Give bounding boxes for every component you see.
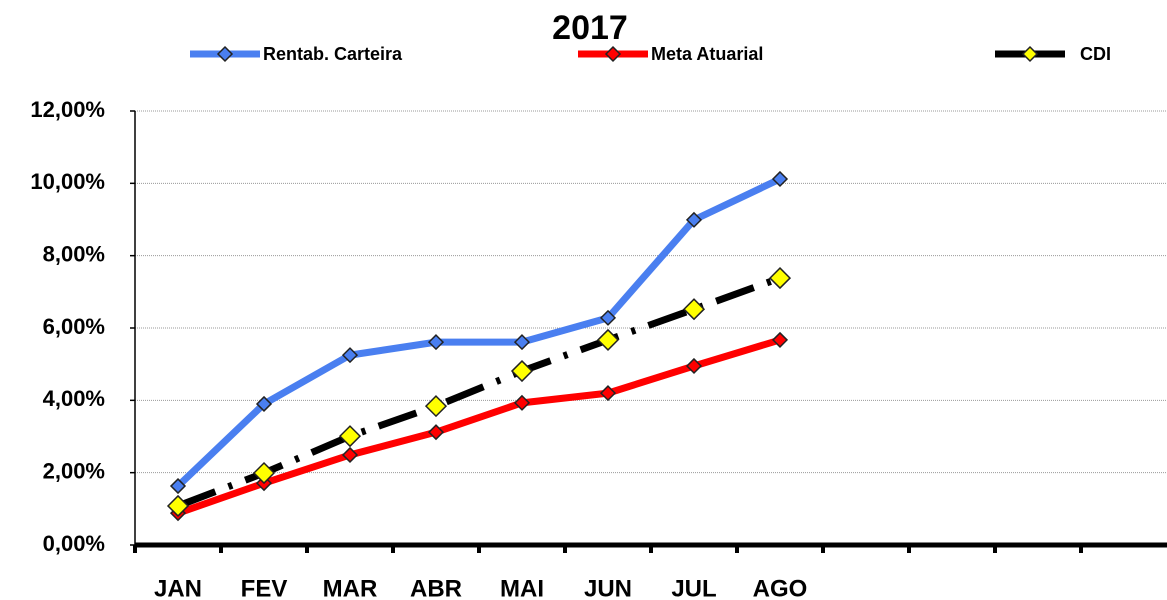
x-tick-label: AGO (753, 575, 808, 600)
data-point (510, 359, 534, 383)
data-point (596, 328, 620, 351)
legend-label: CDI (1080, 44, 1111, 64)
y-tick-label: 2,00% (43, 458, 105, 483)
series-line (176, 274, 782, 510)
data-point (338, 425, 362, 448)
legend-marker (216, 45, 234, 63)
data-point (599, 385, 617, 402)
y-tick-label: 6,00% (43, 314, 105, 339)
data-point (599, 309, 617, 326)
y-tick-label: 12,00% (30, 97, 105, 122)
x-tick-label: FEV (241, 575, 288, 600)
data-point (685, 211, 703, 228)
data-point (768, 267, 792, 290)
x-tick-label: JUN (584, 575, 632, 600)
data-point (513, 394, 531, 411)
data-point (341, 446, 359, 464)
legend-label: Meta Atuarial (651, 44, 763, 64)
chart-title: 2017 (552, 9, 628, 47)
y-tick-label: 0,00% (43, 531, 105, 556)
data-point (252, 461, 276, 485)
data-point (427, 424, 445, 441)
data-point (341, 347, 359, 364)
legend-marker (604, 45, 622, 63)
x-tick-label: JUL (671, 575, 716, 600)
y-tick-label: 10,00% (30, 169, 105, 194)
data-point (255, 395, 273, 413)
data-point (169, 477, 187, 495)
data-point (166, 494, 190, 518)
y-tick-label: 4,00% (43, 386, 105, 411)
x-tick-label: ABR (410, 575, 462, 600)
legend-label: Rentab. Carteira (263, 44, 403, 64)
x-tick-label: MAI (500, 575, 544, 600)
data-point (685, 357, 703, 375)
series-line (175, 175, 782, 489)
x-tick-label: MAR (323, 575, 378, 600)
y-tick-label: 8,00% (43, 241, 105, 266)
series-line (176, 336, 782, 517)
data-point (427, 334, 445, 351)
data-point (513, 334, 531, 351)
data-point (424, 395, 448, 418)
legend-marker (1021, 45, 1039, 63)
data-point (771, 331, 789, 348)
data-point (682, 298, 706, 321)
data-point (771, 170, 789, 188)
x-tick-label: JAN (154, 575, 202, 600)
